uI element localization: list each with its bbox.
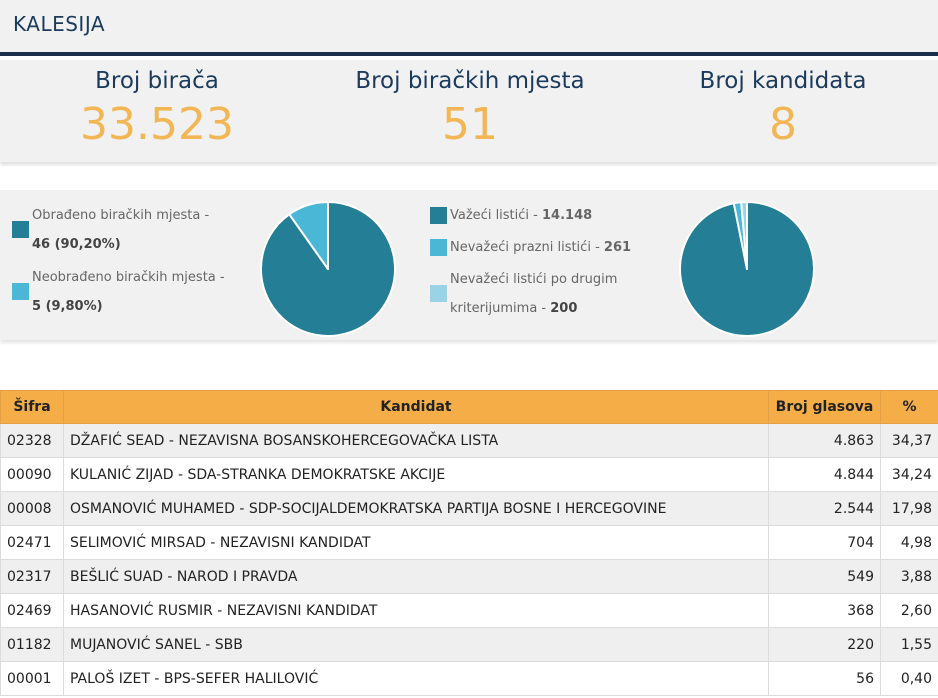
- cell-code: 00001: [0, 661, 64, 696]
- cell-percent: 4,98: [880, 525, 938, 560]
- legend-value-invalid-other: 200: [550, 301, 578, 316]
- cell-candidate: KULANIĆ ZIJAD - SDA-STRANKA DEMOKRATSKE …: [63, 457, 769, 492]
- cell-votes: 549: [768, 559, 881, 594]
- stat-voters-label: Broj birača: [95, 68, 219, 94]
- results-table-wrap: Šifra Kandidat Broj glasova % 02328 DŽAFI…: [0, 390, 938, 696]
- stat-voters: Broj birača 33.523: [57, 68, 257, 150]
- cell-votes: 368: [768, 593, 881, 628]
- legend-swatch-valid: [430, 206, 447, 224]
- legend-swatch-unprocessed: [12, 283, 29, 300]
- legend-label-invalid-empty: Nevažeći prazni listići -: [450, 240, 600, 255]
- cell-votes: 2.544: [768, 491, 881, 526]
- legend-label-valid: Važeći listići -: [450, 208, 538, 223]
- ballots-legend: Važeći listići - 14.148 Nevažeći prazni …: [430, 201, 631, 323]
- legend-label-unprocessed: Neobrađeno biračkih mjesta -: [32, 270, 225, 285]
- cell-candidate: OSMANOVIĆ MUHAMED - SDP-SOCIJALDEMOKRATS…: [63, 491, 769, 526]
- legend-item-invalid-empty: Nevažeći prazni listići - 261: [430, 233, 631, 262]
- table-row: 00008 OSMANOVIĆ MUHAMED - SDP-SOCIJALDEMO…: [0, 491, 938, 526]
- legend-label2-invalid-other: kriterijumima -: [450, 301, 547, 316]
- cell-votes: 704: [768, 525, 881, 560]
- cell-percent: 34,37: [880, 423, 938, 458]
- stat-candidates-value: 8: [769, 99, 797, 150]
- cell-percent: 17,98: [880, 491, 938, 526]
- cell-candidate: DŽAFIĆ SEAD - NEZAVISNA BOSANSKOHERCEGOV…: [63, 423, 769, 458]
- cell-percent: 3,88: [880, 559, 938, 594]
- column-header-candidate: Kandidat: [63, 390, 769, 424]
- stat-voters-value: 33.523: [80, 99, 234, 150]
- header-divider: [0, 52, 938, 56]
- cell-code: 00090: [0, 457, 64, 492]
- table-row: 02317 BEŠLIĆ SUAD - NAROD I PRAVDA 549 3,88: [0, 559, 938, 594]
- page-header: KALESIJA: [0, 0, 938, 52]
- legend-swatch-invalid-empty: [430, 238, 447, 256]
- stat-polling-stations: Broj biračkih mjesta 51: [320, 68, 620, 150]
- table-row: 00090 KULANIĆ ZIJAD - SDA-STRANKA DEMOKRA…: [0, 457, 938, 492]
- legend-value-processed: 46 (90,20%): [32, 237, 121, 252]
- cell-candidate: PALOŠ IZET - BPS-SEFER HALILOVIĆ: [63, 661, 769, 696]
- cell-code: 02469: [0, 593, 64, 628]
- charts-panel: Obrađeno biračkih mjesta - 46 (90,20%) N…: [0, 190, 938, 340]
- legend-item-invalid-other: Nevažeći listići po drugim kriterijumima…: [430, 265, 631, 323]
- cell-percent: 1,55: [880, 627, 938, 662]
- legend-value-valid: 14.148: [542, 208, 593, 223]
- table-row: 02328 DŽAFIĆ SEAD - NEZAVISNA BOSANSKOHER…: [0, 423, 938, 458]
- stat-candidates-label: Broj kandidata: [699, 68, 867, 94]
- stats-panel: Broj birača 33.523 Broj biračkih mjesta …: [0, 60, 938, 162]
- results-table: Šifra Kandidat Broj glasova % 02328 DŽAFI…: [0, 390, 938, 696]
- cell-candidate: SELIMOVIĆ MIRSAD - NEZAVISNI KANDIDAT: [63, 525, 769, 560]
- legend-value-invalid-empty: 261: [603, 240, 632, 255]
- pie-slice-invalid-other: [740, 201, 748, 270]
- table-row: 02471 SELIMOVIĆ MIRSAD - NEZAVISNI KANDID…: [0, 525, 938, 560]
- table-header-row: Šifra Kandidat Broj glasova %: [0, 390, 938, 424]
- legend-swatch-invalid-other: [430, 285, 447, 302]
- cell-code: 01182: [0, 627, 64, 662]
- cell-percent: 2,60: [880, 593, 938, 628]
- stat-polling-stations-label: Broj biračkih mjesta: [355, 68, 585, 94]
- table-row: 02469 HASANOVIĆ RUSMIR - NEZAVISNI KANDID…: [0, 593, 938, 628]
- cell-code: 02471: [0, 525, 64, 560]
- stat-candidates: Broj kandidata 8: [673, 68, 893, 150]
- cell-code: 00008: [0, 491, 64, 526]
- cell-votes: 56: [768, 661, 881, 696]
- column-header-votes: Broj glasova: [768, 390, 881, 424]
- legend-value-unprocessed: 5 (9,80%): [32, 299, 103, 314]
- legend-label-processed: Obrađeno biračkih mjesta -: [32, 208, 210, 223]
- legend-item-valid: Važeći listići - 14.148: [430, 201, 631, 230]
- cell-votes: 220: [768, 627, 881, 662]
- cell-candidate: MUJANOVIĆ SANEL - SBB: [63, 627, 769, 662]
- stations-pie-chart: [260, 201, 396, 337]
- table-row: 00001 PALOŠ IZET - BPS-SEFER HALILOVIĆ 56 0…: [0, 661, 938, 696]
- cell-votes: 4.863: [768, 423, 881, 458]
- legend-swatch-processed: [12, 221, 29, 238]
- results-table-body: 02328 DŽAFIĆ SEAD - NEZAVISNA BOSANSKOHER…: [0, 423, 938, 696]
- column-header-percent: %: [880, 390, 938, 424]
- table-row: 01182 MUJANOVIĆ SANEL - SBB 220 1,55: [0, 627, 938, 662]
- legend-label-invalid-other: Nevažeći listići po drugim: [450, 272, 618, 287]
- cell-votes: 4.844: [768, 457, 881, 492]
- cell-percent: 34,24: [880, 457, 938, 492]
- cell-candidate: HASANOVIĆ RUSMIR - NEZAVISNI KANDIDAT: [63, 593, 769, 628]
- pie-slice-unprocessed: [288, 201, 329, 270]
- cell-code: 02317: [0, 559, 64, 594]
- ballots-pie-chart: [679, 201, 815, 337]
- cell-code: 02328: [0, 423, 64, 458]
- legend-item-unprocessed: Neobrađeno biračkih mjesta - 5 (9,80%): [12, 263, 225, 321]
- cell-percent: 0,40: [880, 661, 938, 696]
- municipality-title: KALESIJA: [13, 12, 106, 36]
- stat-polling-stations-value: 51: [442, 99, 498, 150]
- cell-candidate: BEŠLIĆ SUAD - NAROD I PRAVDA: [63, 559, 769, 594]
- stations-legend: Obrađeno biračkih mjesta - 46 (90,20%) N…: [12, 201, 225, 321]
- legend-item-processed: Obrađeno biračkih mjesta - 46 (90,20%): [12, 201, 225, 259]
- column-header-code: Šifra: [0, 390, 64, 424]
